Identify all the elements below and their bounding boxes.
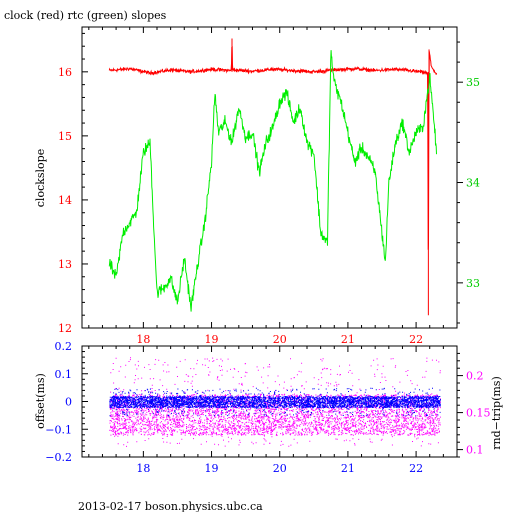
offset-axis-label: offset(ms) bbox=[34, 373, 47, 429]
rnd-trip-axis-label: rnd−trip(ms) bbox=[490, 376, 503, 450]
y2-tick-label: 0.2 bbox=[466, 370, 484, 383]
x-tick-label: 21 bbox=[341, 333, 355, 346]
x-tick-label: 19 bbox=[205, 462, 219, 475]
y2-tick-label: 34 bbox=[466, 177, 480, 190]
x-tick-label: 19 bbox=[205, 333, 219, 346]
x-tick-label: 20 bbox=[273, 333, 287, 346]
y-tick-label: 14 bbox=[58, 194, 72, 207]
offset-panel: 18 19 20 21 22 −0.2 −0.1 0 0.1 0.2 0.1 0.15 0.2 offs… bbox=[34, 340, 503, 475]
y-tick-label: 13 bbox=[58, 258, 72, 271]
y-tick-label: −0.2 bbox=[45, 451, 72, 464]
offset-axes: 18 19 20 21 22 −0.2 −0.1 0 0.1 0.2 0.1 0.15 0.2 bbox=[45, 340, 490, 475]
y-tick-label: 0 bbox=[65, 396, 72, 409]
y2-tick-label: 0.15 bbox=[466, 407, 491, 420]
y-tick-label: 15 bbox=[58, 130, 72, 143]
y2-tick-label: 0.1 bbox=[466, 444, 484, 457]
clock-slope-series-line bbox=[108, 46, 437, 250]
y-tick-label: 12 bbox=[58, 322, 72, 335]
x-tick-label: 22 bbox=[409, 462, 423, 475]
y2-tick-label: 35 bbox=[466, 76, 480, 89]
slopes-panel: 18 19 20 21 22 12 13 14 15 16 33 34 35 clockslope bbox=[34, 26, 480, 346]
x-tick-label: 18 bbox=[136, 462, 150, 475]
y-tick-label: 0.2 bbox=[55, 340, 73, 353]
footer-date-host: 2013-02-17 boson.physics.ubc.ca bbox=[78, 500, 263, 512]
slopes-data bbox=[108, 38, 437, 316]
rtc-slope-series-line bbox=[108, 50, 437, 312]
clockslope-axis-label: clockslope bbox=[34, 149, 47, 207]
slopes-plot-frame bbox=[81, 26, 458, 329]
figure-title: clock (red) rtc (green) slopes bbox=[4, 9, 167, 22]
y-tick-label: 16 bbox=[58, 66, 72, 79]
x-tick-label: 18 bbox=[136, 333, 150, 346]
y-tick-label: 0.1 bbox=[55, 368, 73, 381]
y2-tick-label: 33 bbox=[466, 277, 480, 290]
offset-scatter-points bbox=[109, 387, 442, 417]
x-tick-label: 21 bbox=[341, 462, 355, 475]
offset-data bbox=[109, 357, 442, 447]
x-tick-label: 20 bbox=[273, 462, 287, 475]
x-tick-label: 22 bbox=[409, 333, 423, 346]
slopes-axes: 18 19 20 21 22 12 13 14 15 16 33 34 35 bbox=[58, 27, 480, 346]
y-tick-label: −0.1 bbox=[45, 423, 72, 436]
